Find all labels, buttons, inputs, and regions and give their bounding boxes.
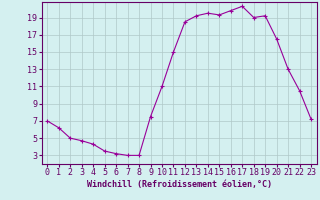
X-axis label: Windchill (Refroidissement éolien,°C): Windchill (Refroidissement éolien,°C) [87, 180, 272, 189]
